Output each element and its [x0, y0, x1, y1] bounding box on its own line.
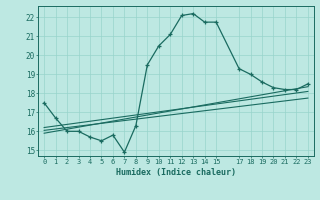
X-axis label: Humidex (Indice chaleur): Humidex (Indice chaleur) [116, 168, 236, 177]
